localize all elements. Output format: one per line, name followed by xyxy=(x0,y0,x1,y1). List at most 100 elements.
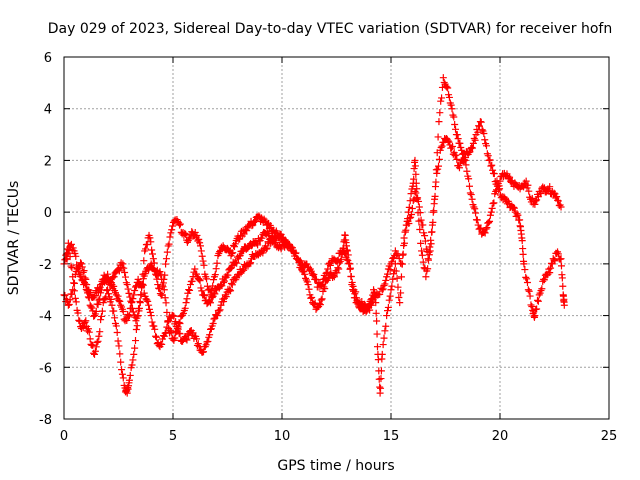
data-point xyxy=(411,187,419,195)
data-point xyxy=(554,197,562,205)
data-point xyxy=(140,257,148,265)
data-point xyxy=(341,250,349,258)
data-point xyxy=(128,361,136,369)
data-point xyxy=(119,260,127,268)
data-point xyxy=(116,297,124,305)
data-point xyxy=(156,290,164,298)
data-point xyxy=(196,239,204,247)
data-point xyxy=(326,261,334,269)
data-point xyxy=(104,290,112,298)
data-point xyxy=(63,255,71,263)
data-point xyxy=(440,78,448,86)
data-point xyxy=(347,273,355,281)
data-point xyxy=(148,318,156,326)
data-point xyxy=(161,271,169,279)
data-point xyxy=(176,220,184,228)
data-point xyxy=(132,283,140,291)
data-point xyxy=(91,350,99,358)
data-point xyxy=(164,318,172,326)
data-point xyxy=(193,335,201,343)
data-point xyxy=(175,318,183,326)
data-point xyxy=(186,235,194,243)
data-point xyxy=(454,135,462,143)
data-point xyxy=(220,279,228,287)
data-point xyxy=(384,303,392,311)
x-tick-label: 0 xyxy=(60,429,68,444)
data-point xyxy=(349,282,357,290)
data-point xyxy=(111,314,119,322)
data-point xyxy=(415,203,423,211)
data-point xyxy=(378,350,386,358)
data-point xyxy=(518,237,526,245)
data-point xyxy=(208,287,216,295)
data-point xyxy=(162,329,170,337)
data-point xyxy=(412,170,420,178)
data-point xyxy=(182,299,190,307)
data-point xyxy=(166,233,174,241)
data-point xyxy=(435,155,443,163)
data-point xyxy=(211,271,219,279)
data-point xyxy=(377,384,385,392)
data-point xyxy=(125,312,133,320)
data-point xyxy=(112,322,120,330)
data-point xyxy=(550,256,558,264)
data-point xyxy=(485,219,493,227)
data-point xyxy=(86,335,94,343)
data-point xyxy=(104,270,112,278)
data-point xyxy=(127,304,135,312)
data-point xyxy=(152,268,160,276)
data-point xyxy=(232,258,240,266)
data-point xyxy=(397,289,405,297)
data-point xyxy=(468,195,476,203)
y-tick-label: -6 xyxy=(39,361,52,376)
data-point xyxy=(538,285,546,293)
data-point xyxy=(162,299,170,307)
data-point xyxy=(198,252,206,260)
data-point xyxy=(417,239,425,247)
data-point xyxy=(123,316,131,324)
data-point xyxy=(94,301,102,309)
data-point xyxy=(495,186,503,194)
data-point xyxy=(79,324,87,332)
data-point xyxy=(382,322,390,330)
data-point xyxy=(531,200,539,208)
data-point xyxy=(333,269,341,277)
data-point xyxy=(126,293,134,301)
data-point xyxy=(318,295,326,303)
data-point xyxy=(169,222,177,230)
data-point xyxy=(98,279,106,287)
data-point xyxy=(183,295,191,303)
data-point xyxy=(474,128,482,136)
data-point xyxy=(84,325,92,333)
data-point xyxy=(513,210,521,218)
data-point xyxy=(186,286,194,294)
data-point xyxy=(89,341,97,349)
data-point xyxy=(379,341,387,349)
data-point xyxy=(85,328,93,336)
data-point xyxy=(307,294,315,302)
data-point xyxy=(321,285,329,293)
data-point xyxy=(125,376,133,384)
data-point xyxy=(380,334,388,342)
data-point xyxy=(302,274,310,282)
data-point xyxy=(537,190,545,198)
data-point xyxy=(510,203,518,211)
x-tick-label: 5 xyxy=(169,429,177,444)
data-point xyxy=(71,270,79,278)
data-point xyxy=(405,219,413,227)
data-point xyxy=(145,305,153,313)
data-point xyxy=(169,335,177,343)
data-point xyxy=(452,125,460,133)
data-point xyxy=(376,383,384,391)
data-point xyxy=(121,273,129,281)
data-point xyxy=(554,196,562,204)
data-point xyxy=(486,211,494,219)
data-point xyxy=(154,281,162,289)
y-tick-label: -8 xyxy=(39,413,52,428)
data-point xyxy=(116,350,124,358)
data-point xyxy=(482,225,490,233)
data-point xyxy=(247,259,255,267)
data-point xyxy=(533,296,541,304)
data-point xyxy=(206,297,214,305)
data-point xyxy=(293,255,301,263)
